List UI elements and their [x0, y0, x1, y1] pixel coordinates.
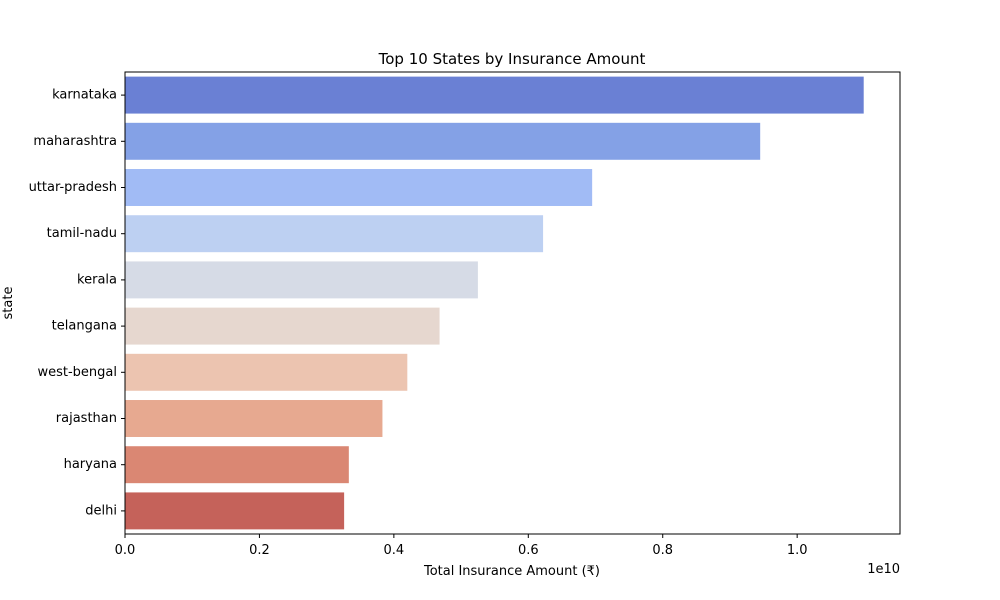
- x-tick-label: 0.6: [518, 543, 539, 558]
- y-tick-label: telangana: [52, 319, 117, 334]
- y-tick-label: maharashtra: [33, 134, 117, 149]
- bar-maharashtra: [125, 122, 761, 160]
- y-tick-label: rajasthan: [56, 411, 117, 426]
- y-tick-label: haryana: [64, 457, 117, 472]
- bar-kerala: [125, 261, 478, 299]
- x-tick-label: 1.0: [787, 543, 808, 558]
- x-tick-label: 0.0: [115, 543, 136, 558]
- bar-telangana: [125, 307, 440, 345]
- x-axis-label: Total Insurance Amount (₹): [423, 564, 600, 579]
- y-axis-ticks: karnataka maharashtra uttar-pradesh tamil-n…: [29, 88, 125, 518]
- x-tick-label: 0.2: [249, 543, 270, 558]
- y-tick-label: karnataka: [52, 88, 117, 103]
- y-tick-label: delhi: [85, 503, 117, 518]
- chart-title: Top 10 States by Insurance Amount: [378, 50, 646, 68]
- y-tick-label: tamil-nadu: [47, 226, 117, 241]
- y-tick-label: west-bengal: [37, 365, 117, 380]
- bar-tamil-nadu: [125, 215, 544, 253]
- y-tick-label: uttar-pradesh: [29, 180, 117, 195]
- bar-karnataka: [125, 76, 864, 114]
- x-tick-label: 0.8: [652, 543, 673, 558]
- x-tick-label: 0.4: [384, 543, 405, 558]
- x-axis-scale-label: 1e10: [867, 562, 900, 577]
- bars-group: [125, 76, 864, 530]
- plot-frame: [124, 71, 901, 535]
- y-tick-label: kerala: [77, 272, 117, 287]
- bar-rajasthan: [125, 400, 383, 437]
- bar-haryana: [125, 446, 349, 484]
- y-axis-label: state: [1, 287, 16, 320]
- bar-west-bengal: [125, 353, 408, 391]
- bar-uttar-pradesh: [125, 169, 593, 206]
- bar-delhi: [125, 492, 345, 530]
- x-axis-ticks: 0.0 0.2 0.4 0.6 0.8 1.0: [115, 534, 808, 558]
